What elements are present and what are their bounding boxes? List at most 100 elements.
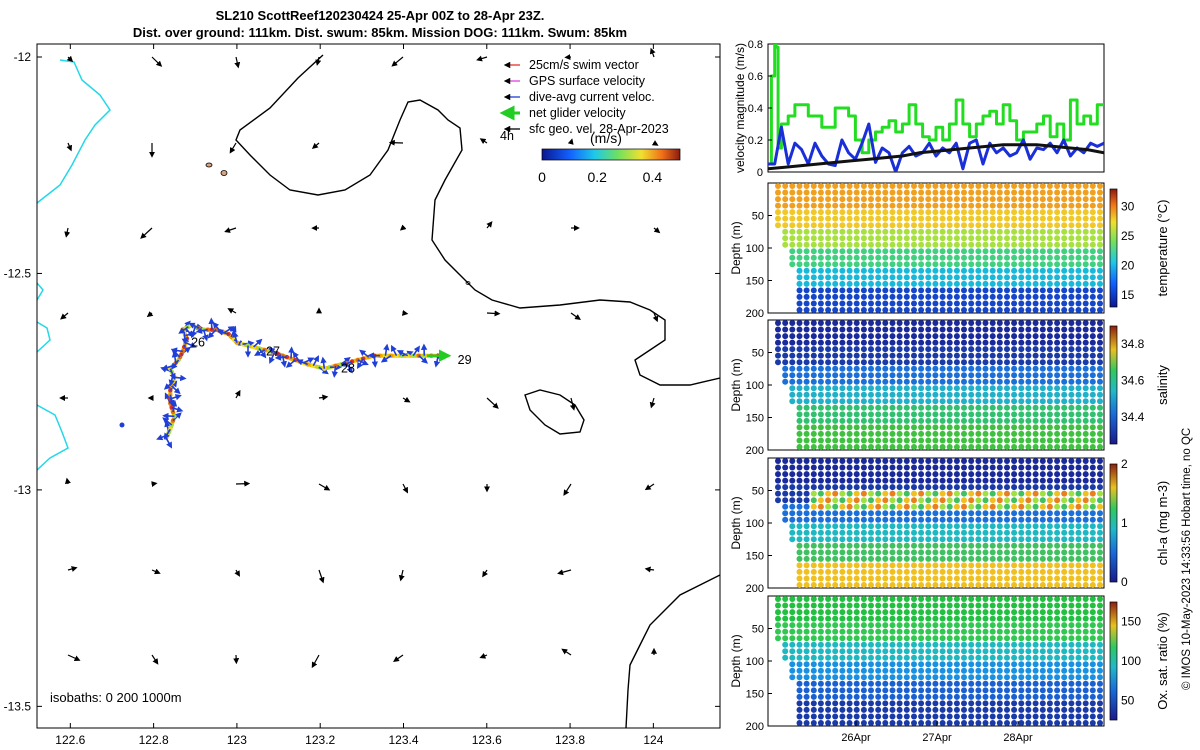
section-sample <box>1018 458 1025 464</box>
section-sample <box>1018 444 1025 450</box>
section-sample <box>1046 562 1053 569</box>
section-sample <box>975 596 982 602</box>
section-sample <box>810 582 817 588</box>
section-sample <box>882 706 889 713</box>
section-sample <box>1061 523 1068 530</box>
section-sample <box>882 346 889 353</box>
section-sample <box>946 635 953 642</box>
section-sample <box>1061 713 1068 720</box>
section-sample <box>825 542 832 549</box>
section-sample <box>961 549 967 556</box>
section-sample <box>868 404 874 411</box>
section-sample <box>1089 437 1096 444</box>
section-sample <box>1046 222 1053 229</box>
section-sample <box>1032 202 1039 209</box>
section-sample <box>1089 641 1096 648</box>
section-sample <box>846 562 853 569</box>
section-sample <box>1097 648 1103 655</box>
section-sample <box>853 411 860 418</box>
section-sample <box>1089 346 1096 353</box>
section-sample <box>1011 444 1018 450</box>
section-sample <box>1082 622 1089 629</box>
section-sample <box>925 365 932 372</box>
section-sample <box>953 680 960 687</box>
section-sample <box>1039 248 1046 255</box>
section-sample <box>918 680 925 687</box>
section-sample <box>868 549 874 556</box>
section-sample <box>1004 274 1010 281</box>
section-sample <box>789 628 796 635</box>
section-sample <box>825 398 832 405</box>
section-sample <box>903 596 910 602</box>
section-sample <box>911 352 917 359</box>
isobath-line <box>625 574 720 728</box>
section-sample <box>953 490 960 497</box>
section-sample <box>796 568 803 575</box>
section-sample <box>1054 706 1061 713</box>
section-sample <box>775 333 781 340</box>
section-sample <box>825 300 832 307</box>
section-sample <box>1032 609 1039 616</box>
section-sample <box>903 667 910 674</box>
section-sample <box>1018 228 1025 235</box>
section-sample <box>810 568 817 575</box>
section-sample <box>896 458 903 464</box>
section-sample <box>1046 628 1053 635</box>
section-sample <box>903 720 910 726</box>
section-sample <box>932 661 939 668</box>
section-sample <box>1089 458 1096 464</box>
section-sample <box>846 523 853 530</box>
section-sample <box>868 536 874 543</box>
section-sample <box>1025 235 1032 242</box>
section-sample <box>932 196 939 203</box>
section-sample <box>1011 352 1018 359</box>
section-sample <box>953 706 960 713</box>
section-sample <box>953 385 960 392</box>
section-sample <box>846 280 853 287</box>
section-sample <box>1061 254 1068 261</box>
section-sample <box>817 641 824 648</box>
section-sample <box>1046 464 1053 471</box>
section-sample <box>1011 287 1018 294</box>
section-sample <box>1032 228 1039 235</box>
section-sample <box>1082 261 1089 268</box>
section-sample <box>1054 654 1061 661</box>
section-sample <box>1075 228 1082 235</box>
section-sample <box>996 713 1003 720</box>
section-sample <box>982 484 989 491</box>
section-sample <box>789 596 796 602</box>
section-sample <box>953 549 960 556</box>
section-sample <box>989 346 996 353</box>
section-sample <box>832 464 839 471</box>
section-sample <box>982 471 989 478</box>
section-sample <box>903 209 910 216</box>
section-sample <box>875 365 882 372</box>
section-sample <box>982 536 989 543</box>
section-sample <box>1046 228 1053 235</box>
section-sample <box>889 391 896 398</box>
section-sample <box>1068 674 1075 681</box>
section-sample <box>932 674 939 681</box>
section-sample <box>968 385 975 392</box>
section-sample <box>789 339 796 346</box>
section-sample <box>1004 477 1010 484</box>
section-sample <box>989 222 996 229</box>
current-vector <box>433 355 441 368</box>
section-sample <box>1082 287 1089 294</box>
section-sample <box>1054 326 1061 333</box>
section-sample <box>975 391 982 398</box>
section-sample <box>1089 628 1096 635</box>
section-sample <box>1046 674 1053 681</box>
section-sample <box>975 430 982 437</box>
section-sample <box>1032 635 1039 642</box>
section-sample <box>918 209 925 216</box>
section-sample <box>896 602 903 609</box>
section-sample <box>803 365 810 372</box>
section-sample <box>1032 700 1039 707</box>
section-sample <box>882 261 889 268</box>
section-sample <box>911 267 917 274</box>
section-sample <box>1032 490 1039 497</box>
section-sample <box>803 582 810 588</box>
section-sample <box>853 542 860 549</box>
section-sample <box>832 562 839 569</box>
